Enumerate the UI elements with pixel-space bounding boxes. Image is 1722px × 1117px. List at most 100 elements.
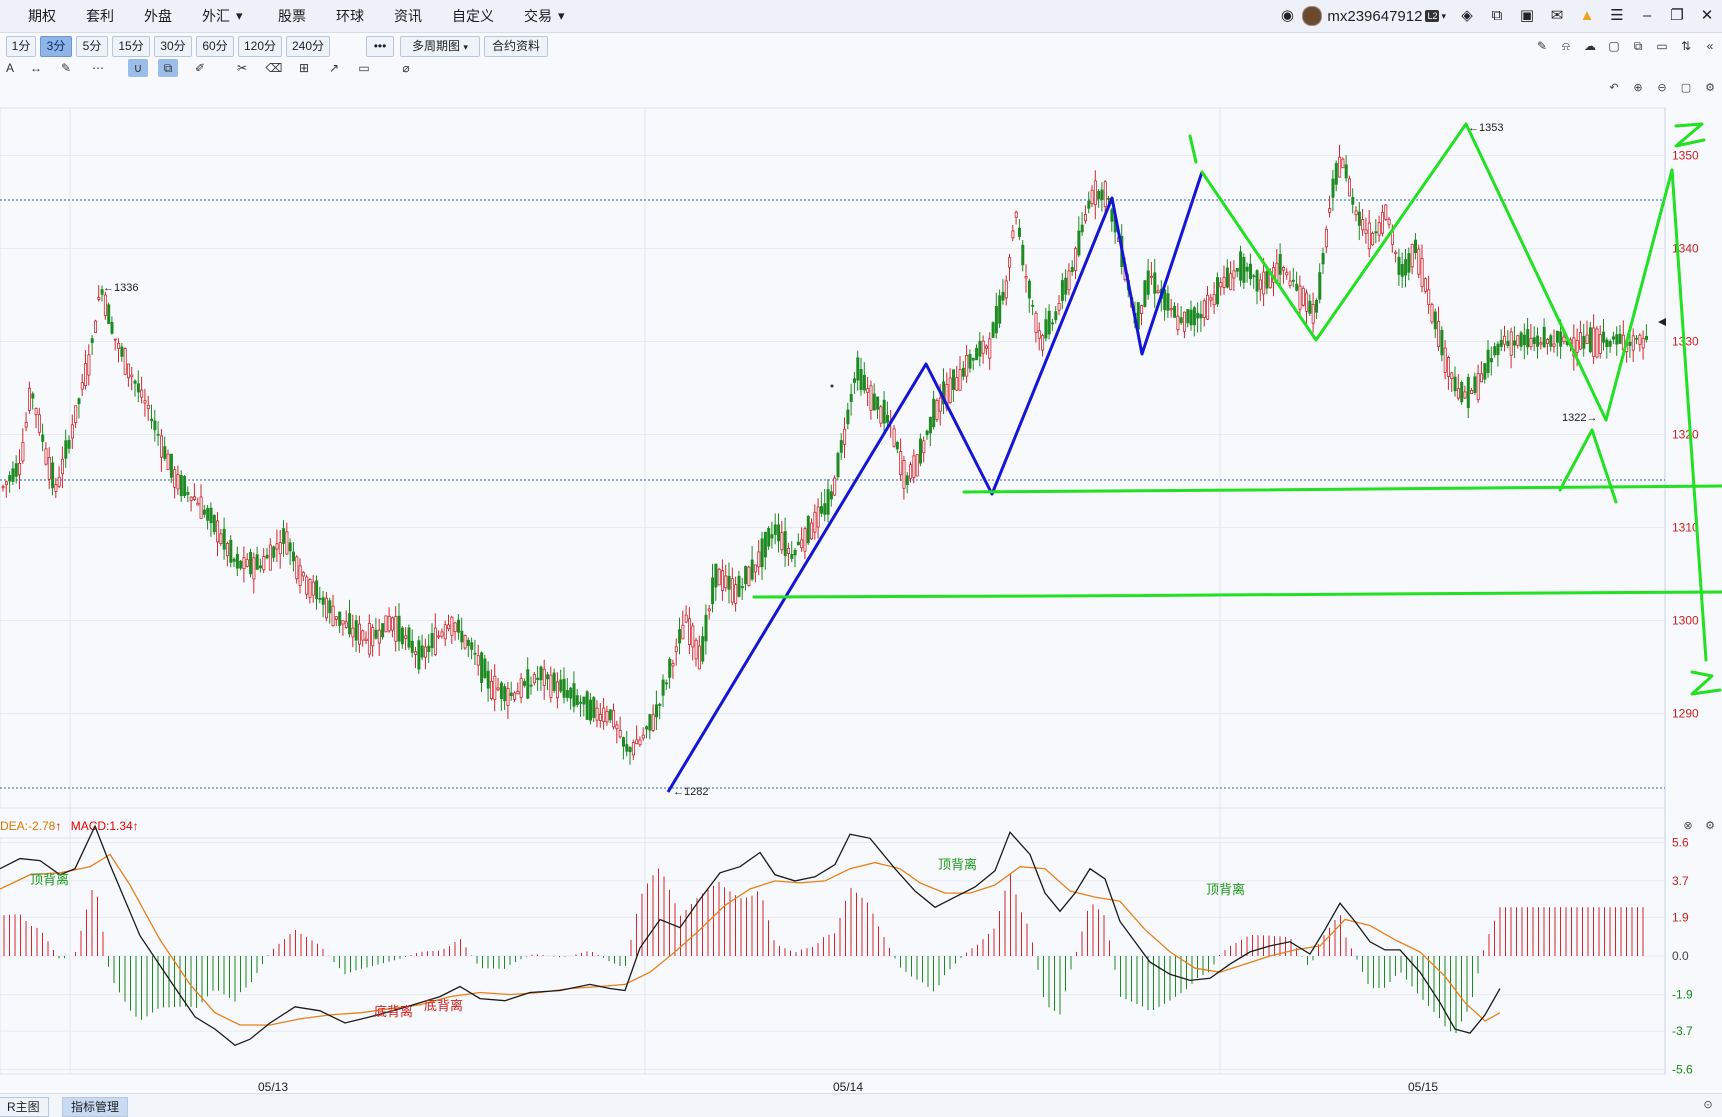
candle-body bbox=[595, 707, 599, 721]
robot-icon[interactable]: ◉ bbox=[1280, 7, 1294, 24]
candle-body bbox=[1529, 337, 1533, 348]
candle-body bbox=[1588, 327, 1592, 353]
pencil-icon[interactable]: ✎ bbox=[1536, 39, 1548, 53]
period-button-5[interactable]: 60分 bbox=[196, 36, 234, 57]
candle-body bbox=[909, 464, 913, 479]
multi-period-button[interactable]: 多周期图 ▾ bbox=[400, 36, 480, 57]
candle-body bbox=[414, 651, 418, 655]
settings-icon[interactable]: ⚙ bbox=[1705, 82, 1715, 94]
comment-icon[interactable]: ▭ bbox=[358, 61, 370, 75]
main-chart-tab[interactable]: R主图 bbox=[0, 1097, 49, 1117]
menu-item-7[interactable]: 自定义 bbox=[452, 8, 494, 24]
snapshot-icon[interactable]: ▢ bbox=[1608, 39, 1620, 53]
candle-body bbox=[374, 629, 378, 639]
scissors-icon[interactable]: ✂ bbox=[236, 61, 248, 75]
candle-body bbox=[249, 552, 253, 575]
menu-item-4[interactable]: 股票 bbox=[278, 8, 306, 24]
ruler-tool-icon[interactable]: ↔ bbox=[30, 61, 42, 75]
candle-body bbox=[846, 409, 850, 425]
candle-body bbox=[912, 455, 916, 478]
avatar bbox=[1302, 6, 1323, 26]
menu-item-1[interactable]: 套利 bbox=[86, 8, 114, 24]
candle-body bbox=[225, 543, 229, 557]
text-tool-icon[interactable]: A bbox=[5, 61, 14, 75]
location-icon[interactable]: ⊙ bbox=[1703, 1099, 1713, 1111]
menu-item-2[interactable]: 外盘 bbox=[144, 8, 172, 24]
grid-icon[interactable]: ⊞ bbox=[298, 61, 310, 75]
candle-body bbox=[928, 417, 932, 434]
cloud-icon[interactable]: ☁ bbox=[1584, 39, 1596, 53]
pen-tool-icon[interactable]: ✎ bbox=[60, 61, 72, 75]
period-button-4[interactable]: 30分 bbox=[154, 36, 192, 57]
fit-icon[interactable]: ▢ bbox=[1680, 82, 1692, 94]
menu-item-0[interactable]: 期权 bbox=[28, 8, 56, 24]
minimize-icon[interactable]: – bbox=[1642, 7, 1652, 24]
candle-body bbox=[371, 627, 375, 647]
candle-body bbox=[51, 462, 55, 489]
lock-draw-icon[interactable]: ⧉ bbox=[158, 59, 178, 77]
period-button-7[interactable]: 240分 bbox=[286, 36, 330, 57]
restore-icon[interactable]: ❐ bbox=[1670, 7, 1684, 24]
candle-body bbox=[734, 584, 738, 604]
candle-body bbox=[1183, 311, 1187, 332]
candle-body bbox=[1496, 343, 1500, 356]
menu-item-8[interactable]: 交易 bbox=[524, 8, 552, 24]
candle-body bbox=[1542, 326, 1546, 348]
period-button-2[interactable]: 5分 bbox=[76, 36, 108, 57]
candle-body bbox=[1447, 357, 1451, 377]
candle-body bbox=[1400, 264, 1404, 277]
candle-body bbox=[730, 578, 734, 603]
period-button-6[interactable]: 120分 bbox=[238, 36, 282, 57]
candle-body bbox=[103, 294, 107, 316]
candle-body bbox=[519, 678, 523, 698]
alarm-icon[interactable]: ⍾ bbox=[1562, 39, 1570, 53]
level-badge: L2 bbox=[1425, 10, 1440, 22]
candle-body bbox=[1516, 335, 1520, 346]
toggle-icon[interactable]: ⇅ bbox=[1680, 39, 1692, 53]
export-icon[interactable]: ↗ bbox=[328, 61, 340, 75]
candle-body bbox=[526, 669, 530, 699]
indicator-settings-icon[interactable]: ⚙ bbox=[1705, 820, 1715, 832]
candle-body bbox=[433, 627, 437, 655]
period-button-1[interactable]: 3分 bbox=[40, 36, 72, 57]
price-chart[interactable]: 12901300131013201330134013505.63.71.90.0… bbox=[0, 0, 1722, 1093]
collapse-icon[interactable]: « bbox=[1706, 39, 1714, 53]
candle-body bbox=[1311, 303, 1315, 324]
candle-body bbox=[27, 387, 31, 411]
trash-icon[interactable]: ⌫ bbox=[265, 61, 283, 75]
multi-period-label: 多周期图 bbox=[412, 39, 461, 53]
eraser-icon[interactable]: ⌀ bbox=[402, 61, 410, 75]
candle-body bbox=[1093, 180, 1097, 205]
user-account[interactable]: mx239647912 L2 ▾ bbox=[1302, 0, 1446, 32]
more-periods-button[interactable]: ••• bbox=[366, 36, 394, 57]
candle-body bbox=[486, 670, 490, 689]
candle-body bbox=[381, 623, 385, 638]
undo-icon[interactable]: ↶ bbox=[1609, 82, 1619, 94]
candle-body bbox=[1077, 230, 1081, 256]
zoom-out-icon[interactable]: ⊖ bbox=[1657, 82, 1667, 94]
candle-body bbox=[130, 374, 134, 378]
screen-icon[interactable]: ▭ bbox=[1656, 39, 1668, 53]
contract-info-button[interactable]: 合约资料 bbox=[484, 36, 548, 57]
close-box-icon[interactable]: ✉ bbox=[1550, 7, 1564, 24]
bell-icon[interactable]: ▲ bbox=[1579, 7, 1595, 24]
zoom-in-icon[interactable]: ⊕ bbox=[1633, 82, 1643, 94]
camera-icon[interactable]: ▣ bbox=[1519, 7, 1535, 24]
list-icon[interactable]: ☰ bbox=[1610, 7, 1624, 24]
menu-item-5[interactable]: 环球 bbox=[336, 8, 364, 24]
window-icon[interactable]: ⧉ bbox=[1491, 7, 1503, 24]
menu-item-6[interactable]: 资讯 bbox=[394, 8, 422, 24]
menu-item-3[interactable]: 外汇 bbox=[202, 8, 230, 24]
candle-body bbox=[463, 635, 467, 649]
close-icon[interactable]: ✕ bbox=[1700, 7, 1714, 24]
edit-icon[interactable]: ✐ bbox=[194, 61, 206, 75]
magnet-icon[interactable]: ∪ bbox=[128, 59, 148, 77]
layers-icon[interactable]: ◈ bbox=[1461, 7, 1473, 24]
copy-icon[interactable]: ⧉ bbox=[1633, 39, 1643, 53]
period-button-3[interactable]: 15分 bbox=[112, 36, 150, 57]
period-button-0[interactable]: 1分 bbox=[6, 36, 36, 57]
more-tools-icon[interactable]: ⋯ bbox=[92, 61, 104, 75]
candle-body bbox=[1526, 329, 1530, 348]
indicator-close-icon[interactable]: ⊗ bbox=[1683, 820, 1693, 832]
indicator-manager-tab[interactable]: 指标管理 bbox=[62, 1097, 129, 1117]
